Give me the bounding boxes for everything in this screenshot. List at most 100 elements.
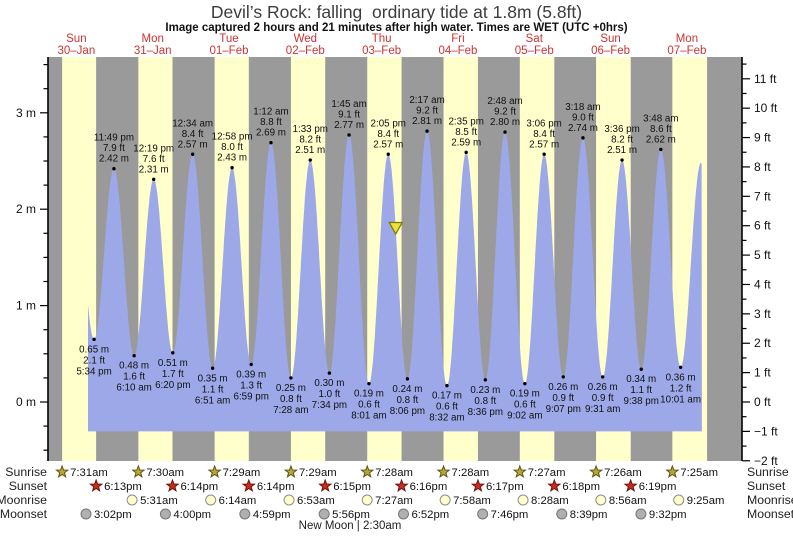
tide-event-label: 0.48 m (119, 361, 149, 372)
tide-extreme-dot (639, 367, 643, 371)
tide-event-label: 9.2 ft (416, 106, 438, 117)
moonset-circle-icon (635, 508, 647, 520)
tide-extreme-dot (249, 362, 253, 367)
tide-event-label: 2.59 m (451, 137, 481, 148)
moonset-circle-icon (556, 508, 568, 520)
tide-event-label: 0.51 m (158, 358, 188, 369)
right-axis: −2 ft −1 ft 0 ft 1 ft 2 ft 3 ft 4 ft 5 ft 6 ft 7 … (741, 57, 778, 468)
tide-event-label: 0.9 ft (592, 393, 614, 404)
sunrise-star-icon (665, 464, 680, 479)
tide-event-label: 3:36 pm (604, 124, 639, 135)
tide-extreme-dot (523, 381, 527, 386)
tide-event-label: 8.8 ft (260, 117, 282, 128)
sunset-time-label: 6:14pm (181, 481, 219, 493)
day-date-label: 04–Feb (438, 45, 477, 57)
tide-event-label: 10:01 am (660, 394, 701, 405)
tide-event-label: 2.81 m (412, 116, 442, 127)
moonset-time-label: 4:59pm (253, 509, 291, 521)
sunrise-star-icon (283, 464, 299, 479)
tide-extreme-dot (308, 158, 312, 162)
right-axis-tick-label: 6 ft (754, 219, 771, 233)
tide-event-label: 1:45 am (331, 99, 366, 110)
tide-event-label: 5:34 pm (76, 366, 111, 377)
tide-event-label: 8:01 am (351, 411, 386, 422)
tide-event-label: 1.7 ft (162, 369, 184, 380)
tide-event-label: 9:38 pm (624, 396, 659, 407)
tide-extreme-dot (327, 371, 332, 375)
day-date-label: 02–Feb (286, 45, 325, 57)
left-axis-tick-label: 3 m (16, 106, 36, 120)
sunset-star-icon (394, 478, 409, 493)
sunrise-time-label: 7:29am (223, 467, 261, 479)
tide-event-label: 0.6 ft (436, 402, 458, 413)
sunset-row-label-right: Sunset (747, 479, 786, 493)
moonrise-circle-icon (361, 494, 373, 506)
tide-event-label: 12:19 pm (133, 143, 174, 154)
moonrise-circle-icon (673, 494, 685, 506)
sunset-star-icon (470, 478, 486, 493)
tide-event-label: 6:20 pm (155, 380, 190, 391)
sunrise-time-label: 7:30am (146, 467, 184, 479)
tide-event-label: 0.19 m (510, 389, 540, 400)
right-axis-tick-label: 11 ft (754, 72, 777, 86)
moonset-time-label: 9:32pm (649, 509, 687, 521)
tide-extreme-dot (210, 366, 215, 370)
tide-extreme-dot (620, 158, 624, 162)
tide-event-label: 2.51 m (295, 145, 325, 156)
tide-event-label: 9:31 am (585, 404, 620, 415)
moonrise-time-label: 7:27am (375, 495, 413, 507)
day-name-label: Tue (219, 33, 238, 45)
tide-event-label: 2.57 m (373, 139, 403, 150)
tide-extreme-dot (289, 376, 293, 380)
tide-event-label: 0.6 ft (358, 400, 380, 411)
moonrise-time-label: 8:56am (609, 495, 647, 507)
moonrise-time-label: 6:14am (219, 495, 257, 507)
tide-event-label: 7.6 ft (143, 154, 165, 165)
sunrise-row-label-left: Sunrise (5, 465, 47, 479)
tide-event-label: 2.42 m (99, 154, 129, 165)
tide-event-label: 2.57 m (529, 139, 559, 150)
tide-extreme-dot (561, 375, 565, 379)
sunset-time-label: 6:15pm (333, 481, 371, 493)
sunrise-time-label: 7:27am (528, 467, 566, 479)
tide-event-label: 0.8 ft (474, 396, 496, 407)
right-axis-tick-label: 5 ft (754, 248, 771, 262)
day-date-label: 07–Feb (667, 45, 706, 57)
sunrise-star-icon (131, 464, 146, 479)
tide-event-label: 2.43 m (217, 153, 247, 164)
tide-event-label: 8.4 ft (533, 129, 555, 140)
right-axis-tick-label: 0 ft (754, 395, 771, 409)
day-name-label: Sun (600, 33, 620, 45)
moonset-time-label: 7:46pm (491, 509, 529, 521)
tide-event-label: 9.2 ft (494, 107, 516, 118)
right-axis-tick-label: 3 ft (754, 307, 771, 321)
moonrise-time-label: 9:25am (687, 495, 725, 507)
tide-event-label: 8.6 ft (650, 124, 672, 135)
moonset-time-label: 4:00pm (173, 509, 211, 521)
tide-event-label: 2.69 m (256, 128, 286, 139)
tide-event-label: 2:35 pm (448, 116, 483, 127)
left-axis-tick-label: 0 m (16, 395, 36, 409)
moonrise-circle-icon (126, 494, 138, 506)
tide-extreme-dot (132, 354, 136, 358)
moonrise-time-label: 7:58am (453, 495, 491, 507)
sunrise-star-icon (55, 464, 70, 479)
tide-extreme-dot (659, 147, 663, 152)
tide-event-label: 2:48 am (487, 96, 522, 107)
day-name-label: Mon (676, 33, 698, 45)
tide-event-labels: 0.65 m2.1 ft5:34 pm 11:49 pm7.9 ft2.42 m 0… (76, 95, 701, 423)
right-axis-tick-label: −1 ft (754, 424, 778, 438)
tide-event-label: 11:49 pm (94, 133, 134, 144)
day-name-label: Mon (141, 33, 163, 45)
sunset-star-icon (318, 478, 333, 493)
tide-extreme-dot (601, 375, 605, 379)
sunrise-star-icon (588, 464, 604, 479)
sunrise-time-label: 7:29am (299, 467, 337, 479)
tide-extreme-dot (367, 381, 371, 386)
sunrise-markers: 7:31am 7:30am 7:29am 7:29am 7:28am 7:28am 7:27… (55, 464, 718, 479)
tide-event-label: 0.6 ft (514, 400, 536, 411)
tide-extreme-dot (386, 152, 390, 156)
tide-event-label: 3:06 pm (526, 118, 561, 129)
tide-event-label: 2.1 ft (83, 355, 105, 366)
tide-extreme-dot (464, 150, 468, 155)
